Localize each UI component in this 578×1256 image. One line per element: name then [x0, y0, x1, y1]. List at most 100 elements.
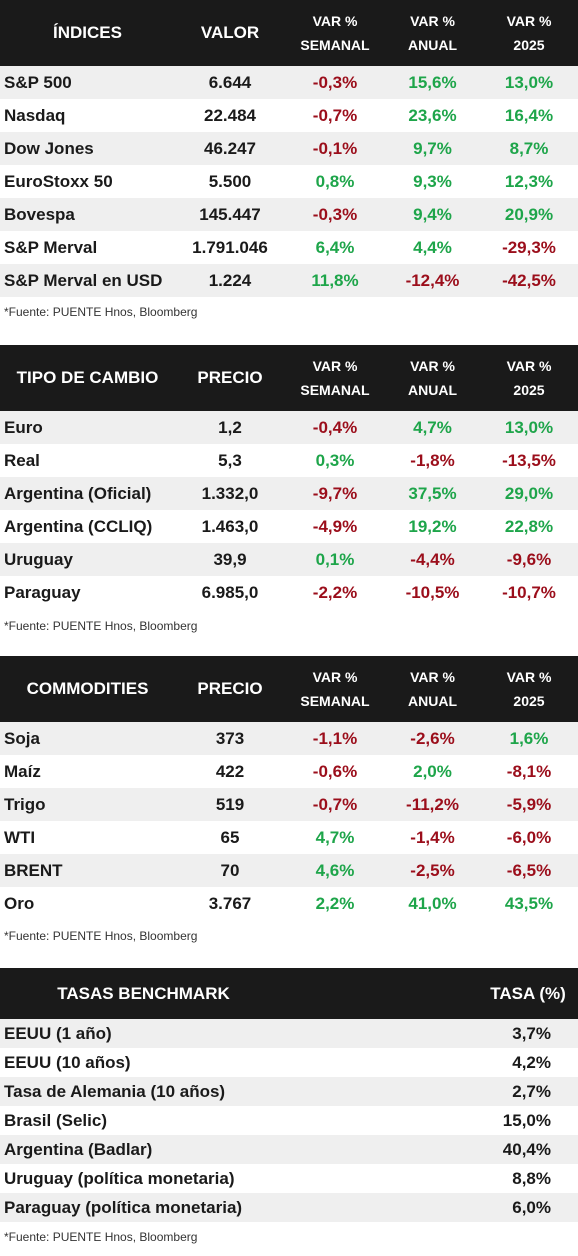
header-value: PRECIO: [197, 679, 263, 698]
row-annual-change: -2,6%: [410, 729, 455, 748]
header-ytd-line2: 2025: [513, 382, 545, 398]
row-value: 3.767: [208, 894, 252, 913]
table-row: S&P 500 6.644 -0,3% 15,6% 13,0%: [0, 66, 578, 99]
row-weekly-change: -0,6%: [312, 762, 358, 781]
rate-value: 3,7%: [512, 1024, 551, 1043]
row-weekly-change: -0,3%: [312, 73, 358, 92]
row-value: 6.985,0: [201, 583, 259, 602]
row-weekly-change: 4,7%: [315, 828, 355, 847]
row-ytd-change: 13,0%: [504, 418, 554, 437]
table-row: Argentina (Oficial) 1.332,0 -9,7% 37,5% 29,0…: [0, 477, 578, 510]
row-name: Argentina (CCLIQ): [4, 517, 153, 536]
row-ytd-change: 12,3%: [504, 172, 554, 191]
header-annual-line1: VAR %: [410, 358, 455, 374]
row-ytd-change: -10,7%: [502, 583, 556, 602]
row-value: 65: [220, 828, 240, 847]
row-value: 46.247: [204, 139, 256, 158]
table-row: Trigo 519 -0,7% -11,2% -5,9%: [0, 788, 578, 821]
row-value: 5.500: [208, 172, 252, 191]
rate-row: EEUU (10 años) 4,2%: [0, 1048, 578, 1077]
row-value: 70: [220, 861, 240, 880]
header-name: COMMODITIES: [26, 679, 149, 698]
row-annual-change: 2,0%: [413, 762, 452, 781]
row-value: 519: [215, 795, 245, 814]
row-name: Euro: [4, 418, 43, 437]
header-ytd-line1: VAR %: [506, 13, 552, 29]
row-value: 1.791.046: [192, 238, 268, 257]
header-ytd: VAR % 2025: [480, 0, 578, 66]
header-weekly-line2: SEMANAL: [300, 382, 370, 398]
row-annual-change: -2,5%: [410, 861, 455, 880]
table-row: Bovespa 145.447 -0,3% 9,4% 20,9%: [0, 198, 578, 231]
table-row: WTI 65 4,7% -1,4% -6,0%: [0, 821, 578, 854]
row-weekly-change: -1,1%: [312, 729, 358, 748]
rate-name: EEUU (1 año): [4, 1024, 112, 1043]
row-annual-change: -1,8%: [410, 451, 455, 470]
row-value: 1.463,0: [201, 517, 259, 536]
row-annual-change: 9,7%: [413, 139, 452, 158]
header-value: PRECIO: [197, 368, 263, 387]
row-annual-change: 9,4%: [413, 205, 452, 224]
row-weekly-change: -0,7%: [312, 795, 358, 814]
table-row: Dow Jones 46.247 -0,1% 9,7% 8,7%: [0, 132, 578, 165]
row-value: 1.332,0: [201, 484, 259, 503]
row-name: Real: [4, 451, 40, 470]
row-ytd-change: -29,3%: [502, 238, 556, 257]
table-row: Soja 373 -1,1% -2,6% 1,6%: [0, 722, 578, 755]
header-weekly-line1: VAR %: [312, 358, 358, 374]
row-weekly-change: 4,6%: [315, 861, 355, 880]
row-name: S&P 500: [4, 73, 72, 92]
header-weekly: VAR % SEMANAL: [285, 0, 385, 66]
rate-value: 15,0%: [502, 1111, 551, 1130]
row-annual-change: 4,4%: [413, 238, 452, 257]
header-ytd-line1: VAR %: [506, 669, 552, 685]
source-note: *Fuente: PUENTE Hnos, Bloomberg: [4, 619, 198, 633]
header-weekly: VAR % SEMANAL: [285, 345, 385, 411]
rate-name: Brasil (Selic): [4, 1111, 107, 1130]
row-value: 1,2: [218, 418, 242, 437]
row-value: 22.484: [204, 106, 256, 125]
source-note: *Fuente: PUENTE Hnos, Bloomberg: [4, 929, 198, 943]
row-name: Oro: [4, 894, 35, 913]
row-name: Soja: [4, 729, 40, 748]
table-row: Euro 1,2 -0,4% 4,7% 13,0%: [0, 411, 578, 444]
row-value: 5,3: [218, 451, 242, 470]
header-annual-line2: ANUAL: [408, 37, 457, 53]
row-annual-change: 19,2%: [408, 517, 457, 536]
row-ytd-change: 29,0%: [504, 484, 554, 503]
row-ytd-change: 43,5%: [504, 894, 554, 913]
header-rate: TASA (%): [490, 983, 566, 1003]
row-ytd-change: -13,5%: [502, 451, 556, 470]
rate-name: Uruguay (política monetaria): [4, 1169, 235, 1188]
rates-header: TASAS BENCHMARK TASA (%): [0, 968, 578, 1019]
row-annual-change: 9,3%: [413, 172, 452, 191]
row-ytd-change: 22,8%: [504, 517, 554, 536]
header-name: ÍNDICES: [53, 23, 122, 42]
row-weekly-change: -0,1%: [312, 139, 358, 158]
header-annual-line1: VAR %: [410, 669, 455, 685]
row-name: WTI: [4, 828, 36, 847]
row-ytd-change: 1,6%: [509, 729, 549, 748]
row-value: 373: [215, 729, 245, 748]
row-weekly-change: -0,3%: [312, 205, 358, 224]
header-ytd: VAR % 2025: [480, 345, 578, 411]
rate-row: EEUU (1 año) 3,7%: [0, 1019, 578, 1048]
row-weekly-change: 11,8%: [311, 271, 359, 290]
row-name: Uruguay: [4, 550, 73, 569]
row-weekly-change: -0,4%: [312, 418, 358, 437]
row-weekly-change: 0,8%: [315, 172, 355, 191]
row-weekly-change: 0,3%: [315, 451, 355, 470]
header-annual-line2: ANUAL: [408, 693, 457, 709]
row-ytd-change: 8,7%: [509, 139, 549, 158]
indices-header: ÍNDICES VALOR VAR % SEMANAL VAR % ANUAL VA…: [0, 0, 578, 66]
source-note: *Fuente: PUENTE Hnos, Bloomberg: [4, 1230, 198, 1244]
row-value: 422: [215, 762, 245, 781]
row-value: 39,9: [213, 550, 247, 569]
header-annual-line1: VAR %: [410, 13, 455, 29]
table-row: S&P Merval en USD 1.224 11,8% -12,4% -42,5%: [0, 264, 578, 297]
row-weekly-change: -9,7%: [312, 484, 358, 503]
row-ytd-change: -8,1%: [506, 762, 552, 781]
row-name: Paraguay: [4, 583, 81, 602]
header-annual: VAR % ANUAL: [385, 345, 480, 411]
table-row: Argentina (CCLIQ) 1.463,0 -4,9% 19,2% 22,8%: [0, 510, 578, 543]
